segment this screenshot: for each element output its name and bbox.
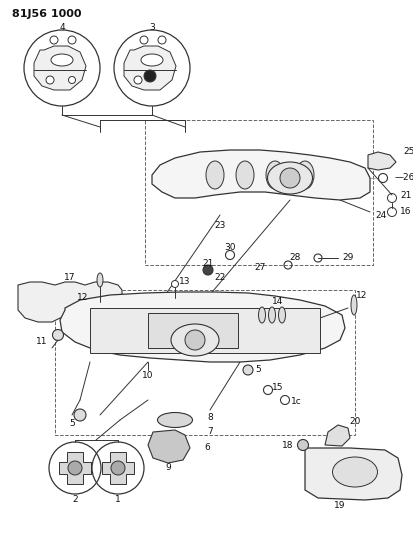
- Circle shape: [134, 76, 142, 84]
- Circle shape: [52, 329, 63, 341]
- Text: 22: 22: [214, 273, 225, 282]
- Ellipse shape: [295, 161, 313, 189]
- Polygon shape: [34, 46, 86, 90]
- Text: 6: 6: [204, 443, 209, 453]
- Ellipse shape: [267, 162, 312, 194]
- Text: 28: 28: [289, 254, 300, 262]
- Polygon shape: [18, 282, 122, 322]
- Polygon shape: [60, 292, 344, 362]
- Text: 30: 30: [224, 244, 235, 253]
- Text: 20: 20: [349, 417, 360, 426]
- Ellipse shape: [332, 457, 377, 487]
- Text: 21: 21: [399, 191, 411, 200]
- Bar: [32, 287, 44, 315]
- Text: 19: 19: [333, 500, 345, 510]
- Ellipse shape: [171, 324, 218, 356]
- Text: 5: 5: [69, 419, 75, 429]
- Bar: [56, 287, 68, 315]
- Ellipse shape: [206, 161, 223, 189]
- Text: 24: 24: [374, 211, 385, 220]
- Ellipse shape: [266, 161, 283, 189]
- Polygon shape: [59, 452, 91, 484]
- Text: 11: 11: [36, 337, 47, 346]
- Bar: [55, 290, 354, 435]
- Text: 17: 17: [64, 273, 76, 282]
- Bar: [90, 308, 319, 353]
- Ellipse shape: [350, 295, 356, 315]
- Text: 13: 13: [179, 278, 190, 287]
- Circle shape: [202, 265, 212, 275]
- Polygon shape: [367, 152, 395, 170]
- Ellipse shape: [97, 273, 103, 287]
- Text: 1: 1: [115, 496, 121, 505]
- Text: 2: 2: [72, 496, 78, 505]
- Circle shape: [111, 461, 125, 475]
- Circle shape: [46, 76, 54, 84]
- Circle shape: [297, 440, 308, 450]
- Text: 9: 9: [165, 464, 171, 472]
- Bar: [82, 287, 94, 315]
- Text: —26: —26: [394, 174, 413, 182]
- Circle shape: [74, 409, 86, 421]
- Text: 3: 3: [149, 23, 154, 33]
- Text: 21: 21: [202, 259, 213, 268]
- Circle shape: [144, 70, 156, 82]
- Ellipse shape: [258, 307, 265, 323]
- Polygon shape: [124, 46, 176, 90]
- Text: 8: 8: [206, 414, 212, 423]
- Text: 7: 7: [206, 427, 212, 437]
- Ellipse shape: [157, 413, 192, 427]
- Text: 12: 12: [356, 290, 367, 300]
- Ellipse shape: [268, 307, 275, 323]
- Text: 16: 16: [399, 207, 411, 216]
- Text: 1c: 1c: [290, 398, 301, 407]
- Circle shape: [185, 330, 204, 350]
- Text: 15: 15: [272, 384, 283, 392]
- Text: 27: 27: [254, 263, 265, 272]
- Ellipse shape: [141, 54, 163, 66]
- Text: 12: 12: [76, 294, 88, 303]
- Text: 18: 18: [281, 440, 292, 449]
- Text: 25: 25: [402, 148, 413, 157]
- Ellipse shape: [278, 307, 285, 323]
- Polygon shape: [147, 430, 190, 463]
- Text: 10: 10: [142, 370, 153, 379]
- Text: 5: 5: [254, 366, 260, 375]
- Polygon shape: [304, 448, 401, 500]
- Circle shape: [377, 174, 387, 182]
- Circle shape: [68, 77, 75, 84]
- Polygon shape: [102, 452, 134, 484]
- Circle shape: [68, 461, 82, 475]
- Circle shape: [279, 168, 299, 188]
- Circle shape: [171, 280, 178, 287]
- Ellipse shape: [235, 161, 254, 189]
- Polygon shape: [324, 425, 349, 446]
- Polygon shape: [152, 150, 369, 200]
- Bar: [145, 120, 372, 265]
- Text: 14: 14: [272, 297, 283, 306]
- Text: 29: 29: [341, 254, 353, 262]
- Circle shape: [242, 365, 252, 375]
- Text: 4: 4: [59, 23, 65, 33]
- Bar: [147, 313, 237, 348]
- Ellipse shape: [154, 434, 185, 446]
- Ellipse shape: [51, 54, 73, 66]
- Text: 81J56 1000: 81J56 1000: [12, 9, 81, 19]
- Text: 23: 23: [214, 221, 225, 230]
